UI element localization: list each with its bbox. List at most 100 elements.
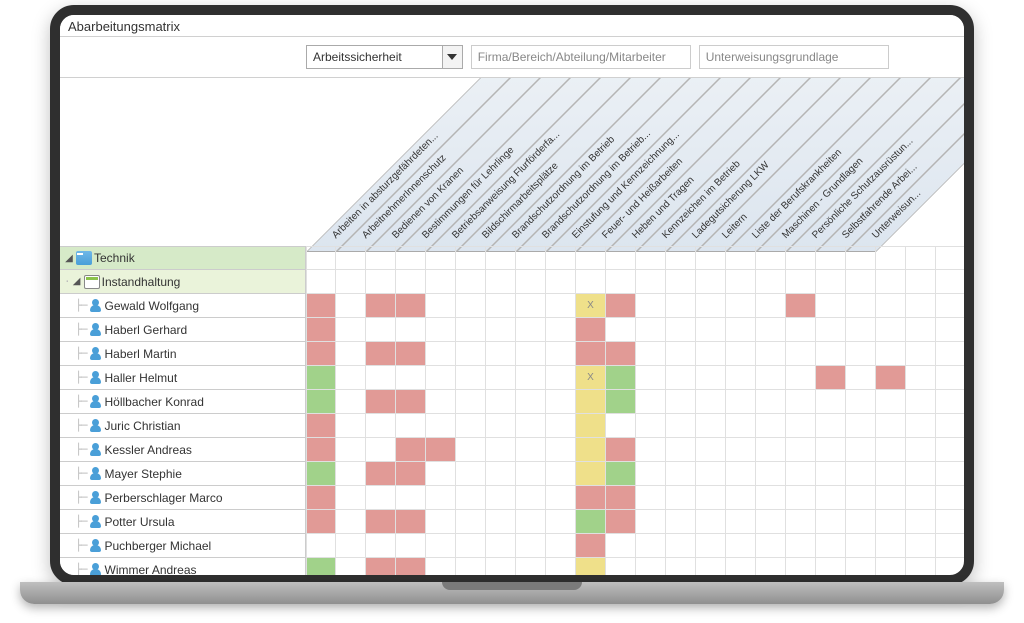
matrix-cell[interactable] <box>936 342 964 366</box>
matrix-cell[interactable] <box>756 246 786 270</box>
matrix-cell[interactable] <box>876 294 906 318</box>
matrix-cell[interactable] <box>696 366 726 390</box>
matrix-cell[interactable] <box>636 342 666 366</box>
matrix-cell[interactable] <box>936 534 964 558</box>
matrix-cell[interactable] <box>516 486 546 510</box>
matrix-cell[interactable] <box>306 342 336 366</box>
matrix-cell[interactable] <box>426 270 456 294</box>
matrix-cell[interactable] <box>726 462 756 486</box>
matrix-cell[interactable] <box>606 246 636 270</box>
tree-cell[interactable]: ◢Technik <box>60 246 306 270</box>
matrix-cell[interactable] <box>306 486 336 510</box>
matrix-cell[interactable] <box>666 294 696 318</box>
matrix-cell[interactable] <box>516 294 546 318</box>
matrix-cell[interactable] <box>786 270 816 294</box>
matrix-cell[interactable] <box>636 534 666 558</box>
matrix-cell[interactable] <box>756 534 786 558</box>
matrix-cell[interactable] <box>906 438 936 462</box>
matrix-cell[interactable] <box>786 534 816 558</box>
matrix-cell[interactable] <box>426 342 456 366</box>
matrix-cell[interactable] <box>876 270 906 294</box>
matrix-cell[interactable] <box>936 318 964 342</box>
matrix-cell[interactable] <box>606 342 636 366</box>
matrix-cell[interactable] <box>756 294 786 318</box>
matrix-cell[interactable] <box>366 342 396 366</box>
matrix-cell[interactable] <box>546 510 576 534</box>
matrix-cell[interactable] <box>366 558 396 575</box>
tree-cell[interactable]: ├─Gewald Wolfgang <box>60 294 306 318</box>
tree-cell[interactable]: ├─Haller Helmut <box>60 366 306 390</box>
matrix-cell[interactable] <box>456 318 486 342</box>
matrix-cell[interactable] <box>936 366 964 390</box>
matrix-cell[interactable] <box>336 462 366 486</box>
matrix-cell[interactable] <box>816 294 846 318</box>
matrix-cell[interactable] <box>696 510 726 534</box>
matrix-cell[interactable] <box>636 510 666 534</box>
matrix-cell[interactable] <box>396 510 426 534</box>
matrix-cell[interactable] <box>846 318 876 342</box>
matrix-cell[interactable] <box>726 558 756 575</box>
matrix-cell[interactable] <box>576 414 606 438</box>
matrix-cell[interactable] <box>786 318 816 342</box>
matrix-cell[interactable] <box>816 318 846 342</box>
matrix-cell[interactable] <box>786 390 816 414</box>
matrix-cell[interactable] <box>546 558 576 575</box>
basis-input[interactable]: Unterweisungsgrundlage <box>699 45 889 69</box>
matrix-cell[interactable] <box>846 558 876 575</box>
matrix-cell[interactable] <box>306 366 336 390</box>
matrix-cell[interactable] <box>336 534 366 558</box>
matrix-cell[interactable] <box>396 270 426 294</box>
matrix-cell[interactable] <box>606 486 636 510</box>
matrix-cell[interactable] <box>486 534 516 558</box>
matrix-cell[interactable] <box>336 294 366 318</box>
matrix-cell[interactable] <box>546 270 576 294</box>
matrix-cell[interactable] <box>516 414 546 438</box>
matrix-cell[interactable] <box>426 486 456 510</box>
matrix-cell[interactable] <box>426 510 456 534</box>
matrix-cell[interactable] <box>846 486 876 510</box>
matrix-cell[interactable] <box>606 558 636 575</box>
matrix-cell[interactable] <box>576 486 606 510</box>
matrix-cell[interactable] <box>396 486 426 510</box>
matrix-cell[interactable] <box>666 438 696 462</box>
matrix-cell[interactable] <box>606 462 636 486</box>
matrix-cell[interactable] <box>786 246 816 270</box>
tree-cell[interactable]: ├─Höllbacher Konrad <box>60 390 306 414</box>
matrix-cell[interactable] <box>906 318 936 342</box>
matrix-cell[interactable] <box>936 390 964 414</box>
matrix-cell[interactable] <box>786 462 816 486</box>
matrix-cell[interactable] <box>426 462 456 486</box>
matrix-cell[interactable] <box>366 462 396 486</box>
matrix-cell[interactable] <box>756 558 786 575</box>
matrix-cell[interactable] <box>876 366 906 390</box>
matrix-cell[interactable] <box>516 462 546 486</box>
matrix-cell[interactable] <box>456 510 486 534</box>
matrix-cell[interactable] <box>546 246 576 270</box>
matrix-cell[interactable] <box>696 246 726 270</box>
matrix-cell[interactable] <box>336 366 366 390</box>
matrix-cell[interactable] <box>936 246 964 270</box>
matrix-cell[interactable] <box>816 438 846 462</box>
matrix-cell[interactable] <box>696 294 726 318</box>
matrix-cell[interactable] <box>426 390 456 414</box>
matrix-cell[interactable] <box>816 270 846 294</box>
matrix-cell[interactable] <box>666 318 696 342</box>
matrix-cell[interactable] <box>576 270 606 294</box>
matrix-cell[interactable] <box>336 558 366 575</box>
matrix-cell[interactable] <box>666 534 696 558</box>
matrix-cell[interactable] <box>756 486 786 510</box>
matrix-cell[interactable] <box>486 510 516 534</box>
matrix-cell[interactable] <box>516 510 546 534</box>
matrix-cell[interactable] <box>906 342 936 366</box>
matrix-cell[interactable] <box>636 558 666 575</box>
matrix-cell[interactable] <box>936 462 964 486</box>
matrix-cell[interactable] <box>546 438 576 462</box>
matrix-cell[interactable] <box>666 414 696 438</box>
matrix-cell[interactable] <box>516 534 546 558</box>
matrix-cell[interactable] <box>486 294 516 318</box>
matrix-cell[interactable] <box>876 342 906 366</box>
matrix-cell[interactable] <box>366 246 396 270</box>
matrix-cell[interactable] <box>576 510 606 534</box>
matrix-cell[interactable] <box>696 270 726 294</box>
matrix-cell[interactable] <box>396 534 426 558</box>
